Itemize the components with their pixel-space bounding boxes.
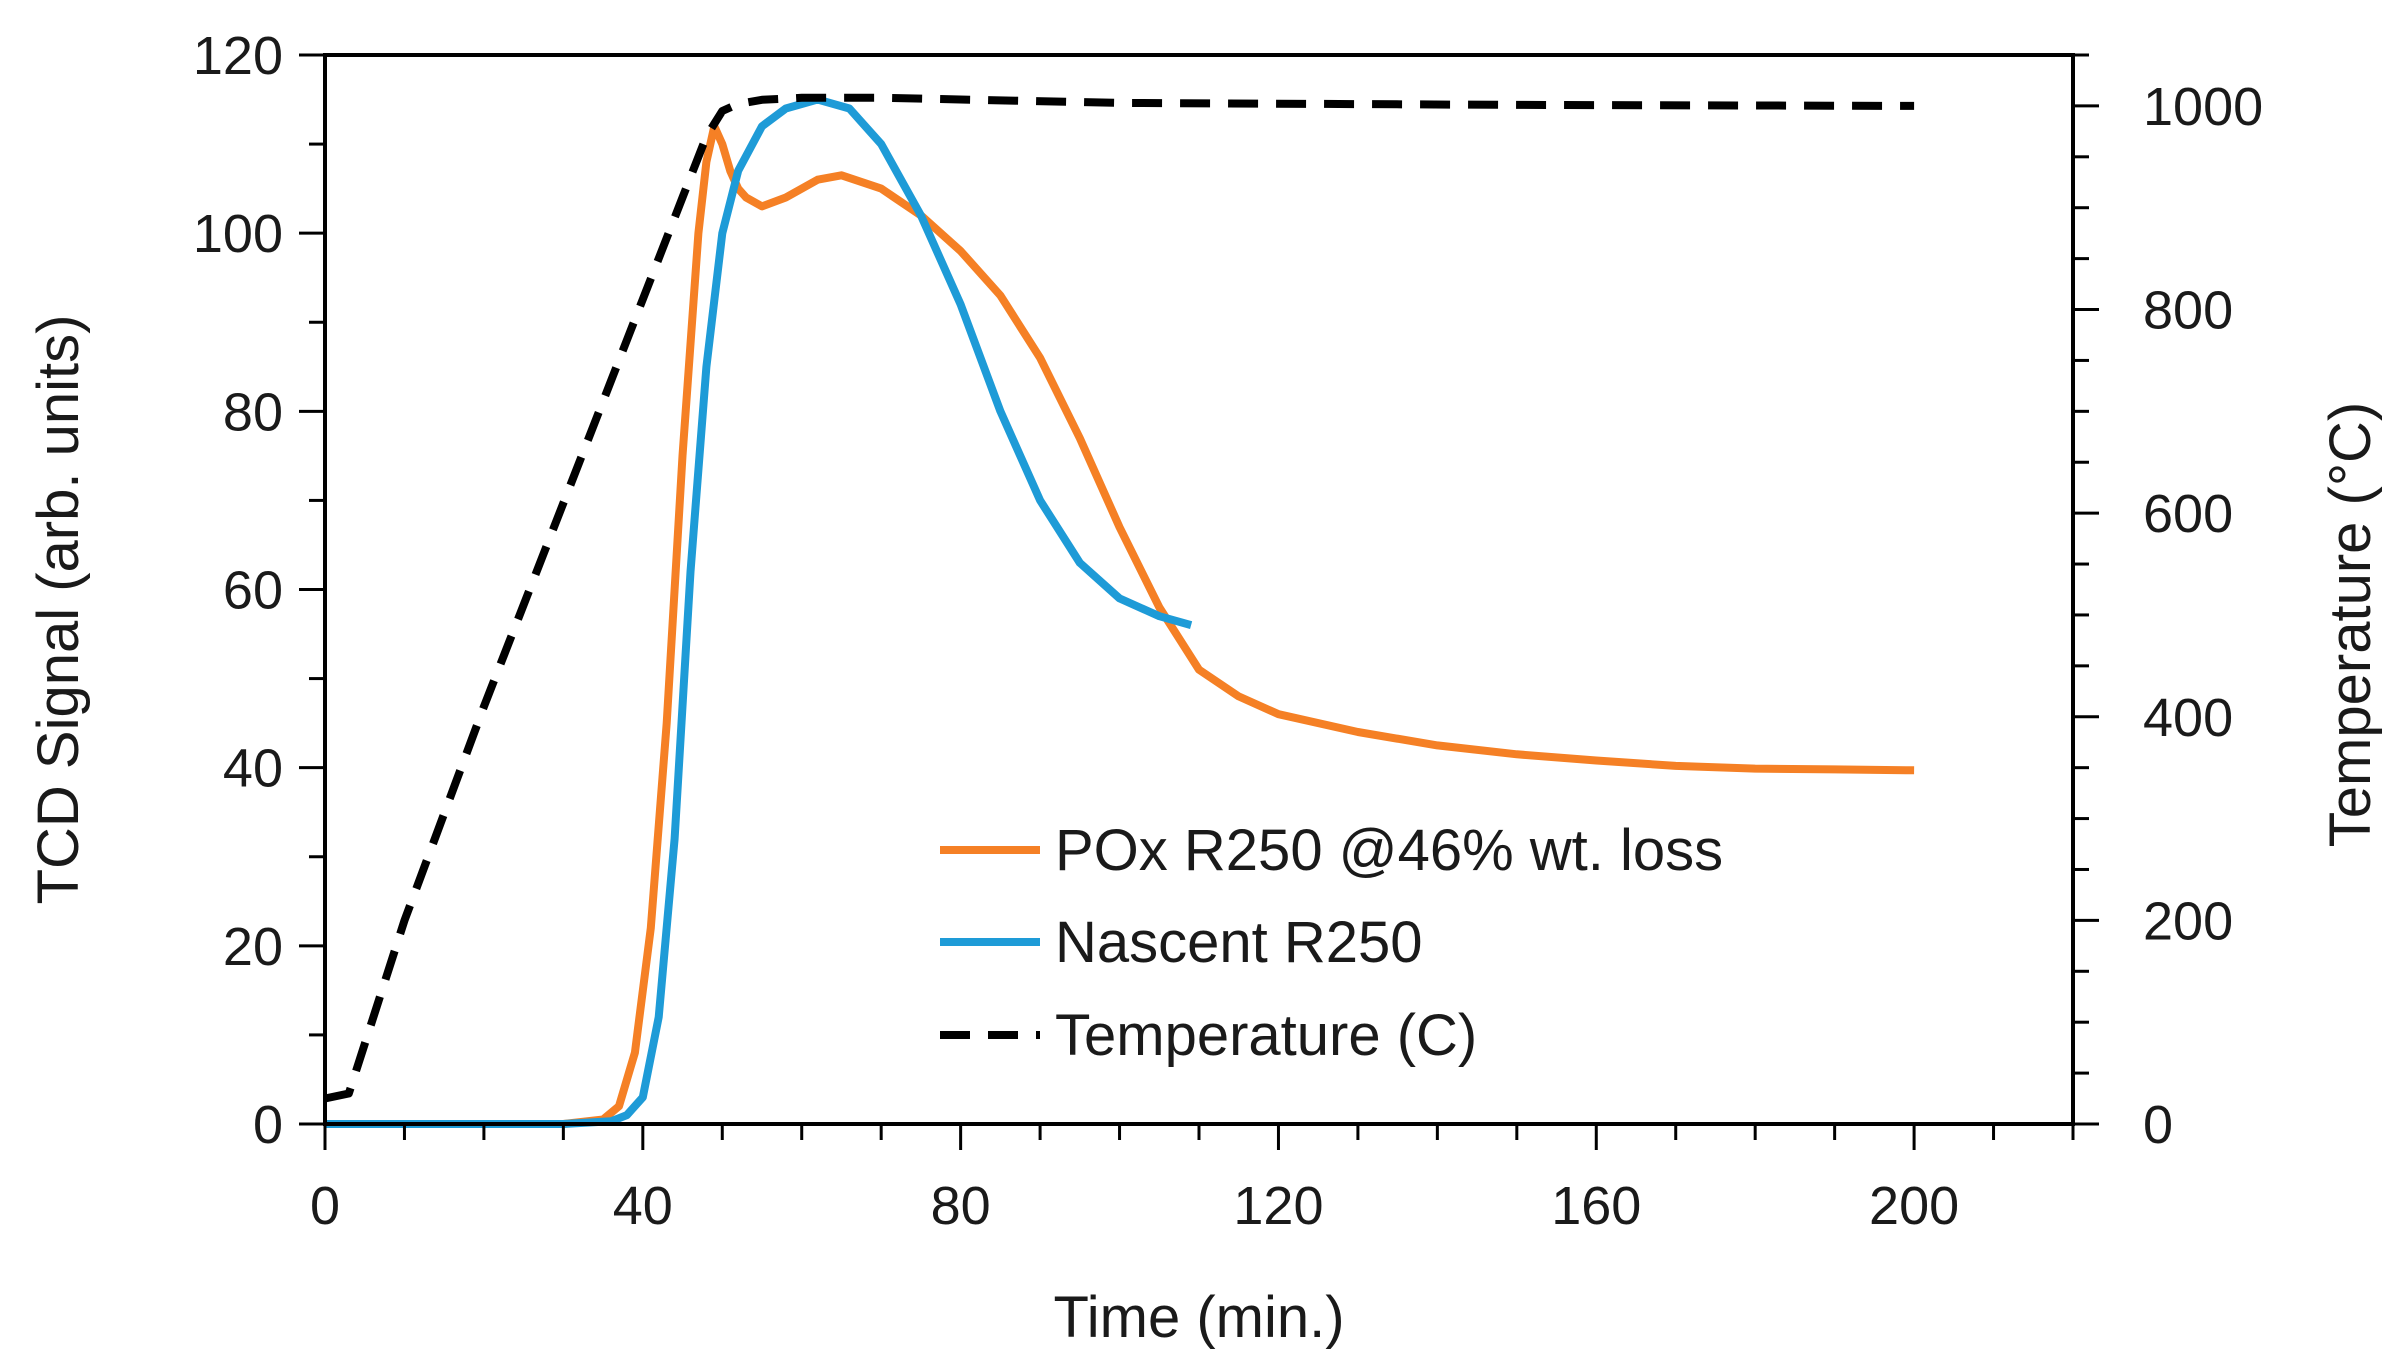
y-axis-title: TCD Signal (arb. units)	[26, 315, 91, 905]
y2-tick-label: 200	[2143, 891, 2233, 951]
plot-lines	[324, 93, 1915, 1128]
y2-tick-label: 0	[2143, 1095, 2173, 1155]
y-tick-label: 120	[193, 26, 283, 86]
x-axis-title: Time (min.)	[1053, 1285, 1344, 1350]
y2-axis-title: Temperature (°C)	[2318, 402, 2383, 847]
y2-tick-label: 1000	[2143, 77, 2263, 137]
y2-tick-label: 600	[2143, 484, 2233, 544]
y2-tick-label: 800	[2143, 281, 2233, 341]
y-tick-label: 80	[223, 382, 283, 442]
series-line-0	[325, 122, 1915, 1128]
x-tick-label: 40	[613, 1176, 673, 1236]
x-tick-label: 200	[1869, 1176, 1959, 1236]
y-tick-label: 40	[223, 739, 283, 799]
x-tick-label: 0	[310, 1176, 340, 1236]
legend-label-nascent: Nascent R250	[1055, 910, 1423, 975]
x-tick-label: 160	[1551, 1176, 1641, 1236]
y-tick-label: 100	[193, 204, 283, 264]
series-line-1	[325, 95, 1193, 1128]
legend-label-temperature: Temperature (C)	[1055, 1003, 1477, 1068]
x-tick-label: 80	[931, 1176, 991, 1236]
y2-tick-label: 400	[2143, 688, 2233, 748]
legend: POx R250 @46% wt. loss Nascent R250 Temp…	[940, 818, 1723, 1068]
y-tick-label: 20	[223, 917, 283, 977]
y-tick-label: 60	[223, 561, 283, 621]
y-axis-right: 0 200 400 600 800 1000	[2073, 53, 2263, 1155]
y-axis-left: 0 20 40 60 80 100 120	[193, 26, 325, 1155]
y-tick-label: 0	[253, 1095, 283, 1155]
legend-label-pox: POx R250 @46% wt. loss	[1055, 818, 1723, 883]
series-line-2	[324, 93, 1915, 1103]
x-axis: 0 40 80 120 160 200	[310, 1124, 2075, 1236]
x-tick-label: 120	[1233, 1176, 1323, 1236]
